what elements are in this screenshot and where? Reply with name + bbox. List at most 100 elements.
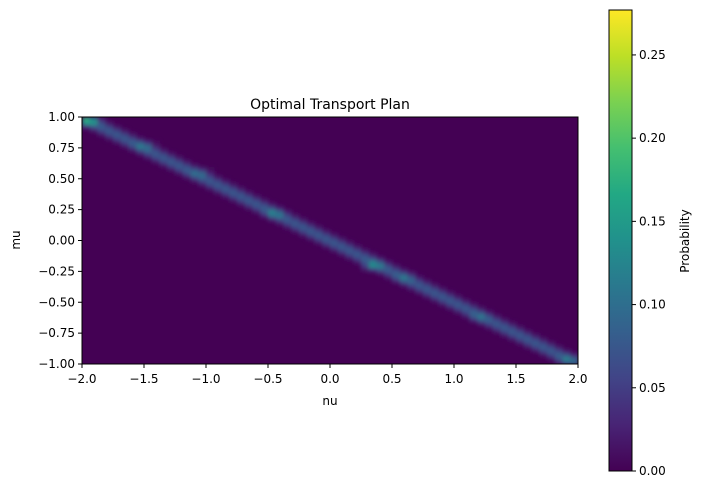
heatmap-cell [454,302,463,307]
heatmap-cell [260,213,269,218]
heatmap-cell [136,140,145,145]
heatmap-cell [229,194,238,199]
heatmap-cell [454,306,463,311]
heatmap-cell [244,201,254,207]
heatmap-cell [260,209,269,215]
heatmap-cell [144,144,153,149]
heatmap-cell [500,321,509,327]
heatmap-cell [322,240,331,245]
heatmap-cell [531,340,540,346]
heatmap-cell [128,144,137,149]
y-tick-label: 0.75 [48,141,75,155]
heatmap-cell [461,302,471,307]
heatmap-cell [113,136,122,141]
heatmap-cell [531,333,540,338]
heatmap-cell [128,147,137,153]
heatmap-cell [206,186,215,191]
heatmap-cell [221,190,230,195]
heatmap-cell [151,155,161,161]
heatmap-cell [275,213,285,218]
heatmap-cell [221,194,230,199]
heatmap-cell [275,205,285,211]
heatmap-cell [322,236,331,242]
heatmap-cell [159,163,168,168]
heatmap-cell [198,182,207,188]
heatmap-cell [136,136,145,141]
heatmap-cell [144,140,153,145]
heatmap-cell [314,236,323,242]
heatmap-cell [229,198,238,203]
heatmap-cell [275,221,285,226]
heatmap-cell [221,178,230,184]
heatmap-cell [516,336,525,342]
heatmap-cell [105,120,114,126]
heatmap-cell [167,163,176,168]
heatmap-cell [570,360,578,364]
heatmap-cell [376,259,385,265]
heatmap-cell [206,178,215,184]
heatmap-cell [167,151,176,157]
heatmap-cell [415,275,424,280]
heatmap-cell [415,290,424,296]
heatmap-cell [159,147,168,153]
heatmap-cell [399,271,409,276]
heatmap-cell [252,198,261,203]
heatmap-cell [368,259,378,265]
heatmap-cell [105,128,114,134]
heatmap-cell [516,325,525,330]
y-axis-label: mu [9,230,23,249]
y-tick-label: −0.50 [38,295,75,309]
heatmap-cell [554,352,564,357]
heatmap-cell [120,132,130,137]
heatmap-cell [275,209,285,215]
colorbar-tick-label: 0.20 [639,131,666,145]
heatmap-cell [182,167,192,172]
heatmap-cell [82,120,91,126]
x-tick-label: 1.5 [506,372,525,386]
heatmap-cell [485,321,494,327]
heatmap-cells [82,117,578,364]
heatmap-cell [97,120,106,126]
heatmap-cell [291,228,300,234]
colorbar-tick-label: 0.05 [639,381,666,395]
heatmap-cell [97,132,106,137]
heatmap-cell [221,186,230,191]
x-tick-label: −0.5 [253,372,282,386]
y-tick-label: −1.00 [38,357,75,371]
heatmap-cell [330,248,339,253]
heatmap-cell [446,306,455,311]
heatmap-cell [144,147,153,153]
heatmap-cell [120,140,130,145]
heatmap-cell [353,255,362,261]
colorbar-label: Probability [678,209,692,272]
colorbar-tick-label: 0.25 [639,48,666,62]
heatmap-cell [477,321,486,327]
heatmap-cell [492,329,502,334]
heatmap-cell [554,360,564,364]
heatmap-cell [547,344,556,350]
x-tick-label: 1.0 [444,372,463,386]
heatmap-cell [283,221,292,226]
heatmap-cell [198,171,207,176]
heatmap-cell [353,252,362,257]
heatmap-cell [268,209,277,215]
heatmap-cell [469,306,478,311]
heatmap-cell [268,205,277,211]
heatmap-cell [407,275,416,280]
heatmap-cell [322,228,331,234]
heatmap-cell [508,321,517,327]
heatmap-cell [523,329,533,334]
heatmap-cell [492,325,502,330]
heatmap-cell [423,286,432,292]
heatmap-cell [167,167,176,172]
heatmap-cell [407,282,416,288]
y-axis: 1.00 0.75 0.50 0.25 0.00 −0.25 −0.50 −0.75 −1.00 [38,110,82,371]
heatmap-cell [361,259,370,265]
heatmap-cell [260,198,269,203]
y-tick-label: 0.00 [48,234,75,248]
heatmap-cell [314,228,323,234]
colorbar-tick-label: 0.00 [639,464,666,478]
heatmap-cell [438,302,447,307]
heatmap-cell [337,252,347,257]
heatmap-cell [361,255,370,261]
